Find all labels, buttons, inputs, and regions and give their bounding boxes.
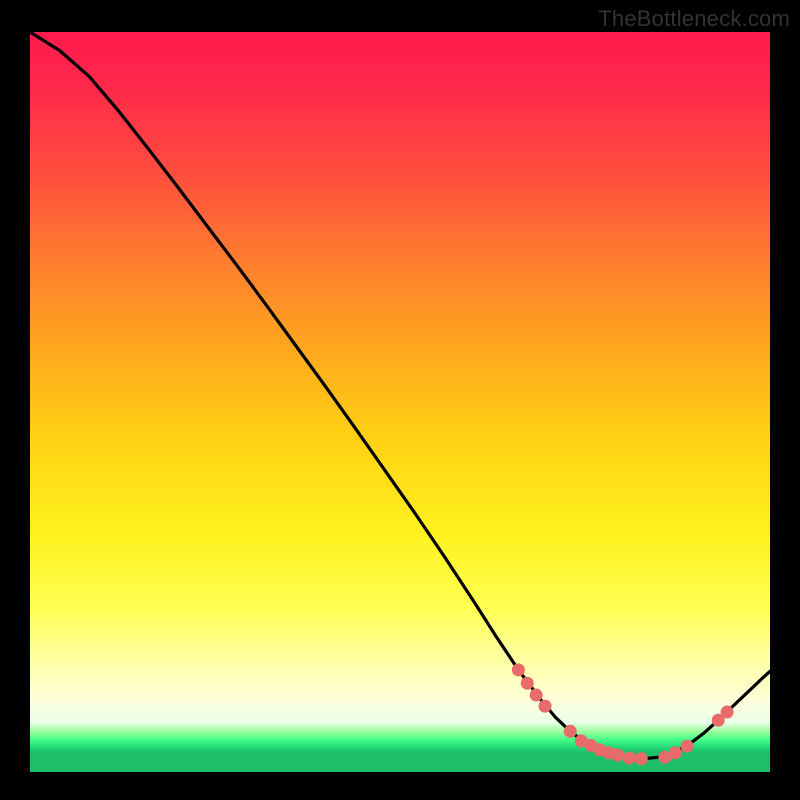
curve-marker: [521, 677, 534, 690]
curve-marker: [721, 706, 734, 719]
watermark-text: TheBottleneck.com: [598, 6, 790, 32]
curve-marker: [635, 752, 648, 765]
curve-marker: [564, 725, 577, 738]
curve-marker: [669, 746, 682, 759]
curve-marker: [530, 689, 543, 702]
chart-container: [30, 32, 770, 772]
curve-marker: [512, 663, 525, 676]
bottleneck-curve: [30, 32, 770, 759]
curve-marker: [611, 748, 624, 761]
curve-marker: [623, 751, 636, 764]
chart-plot: [30, 32, 770, 772]
curve-marker: [681, 740, 694, 753]
curve-marker: [539, 700, 552, 713]
curve-markers: [512, 663, 734, 765]
